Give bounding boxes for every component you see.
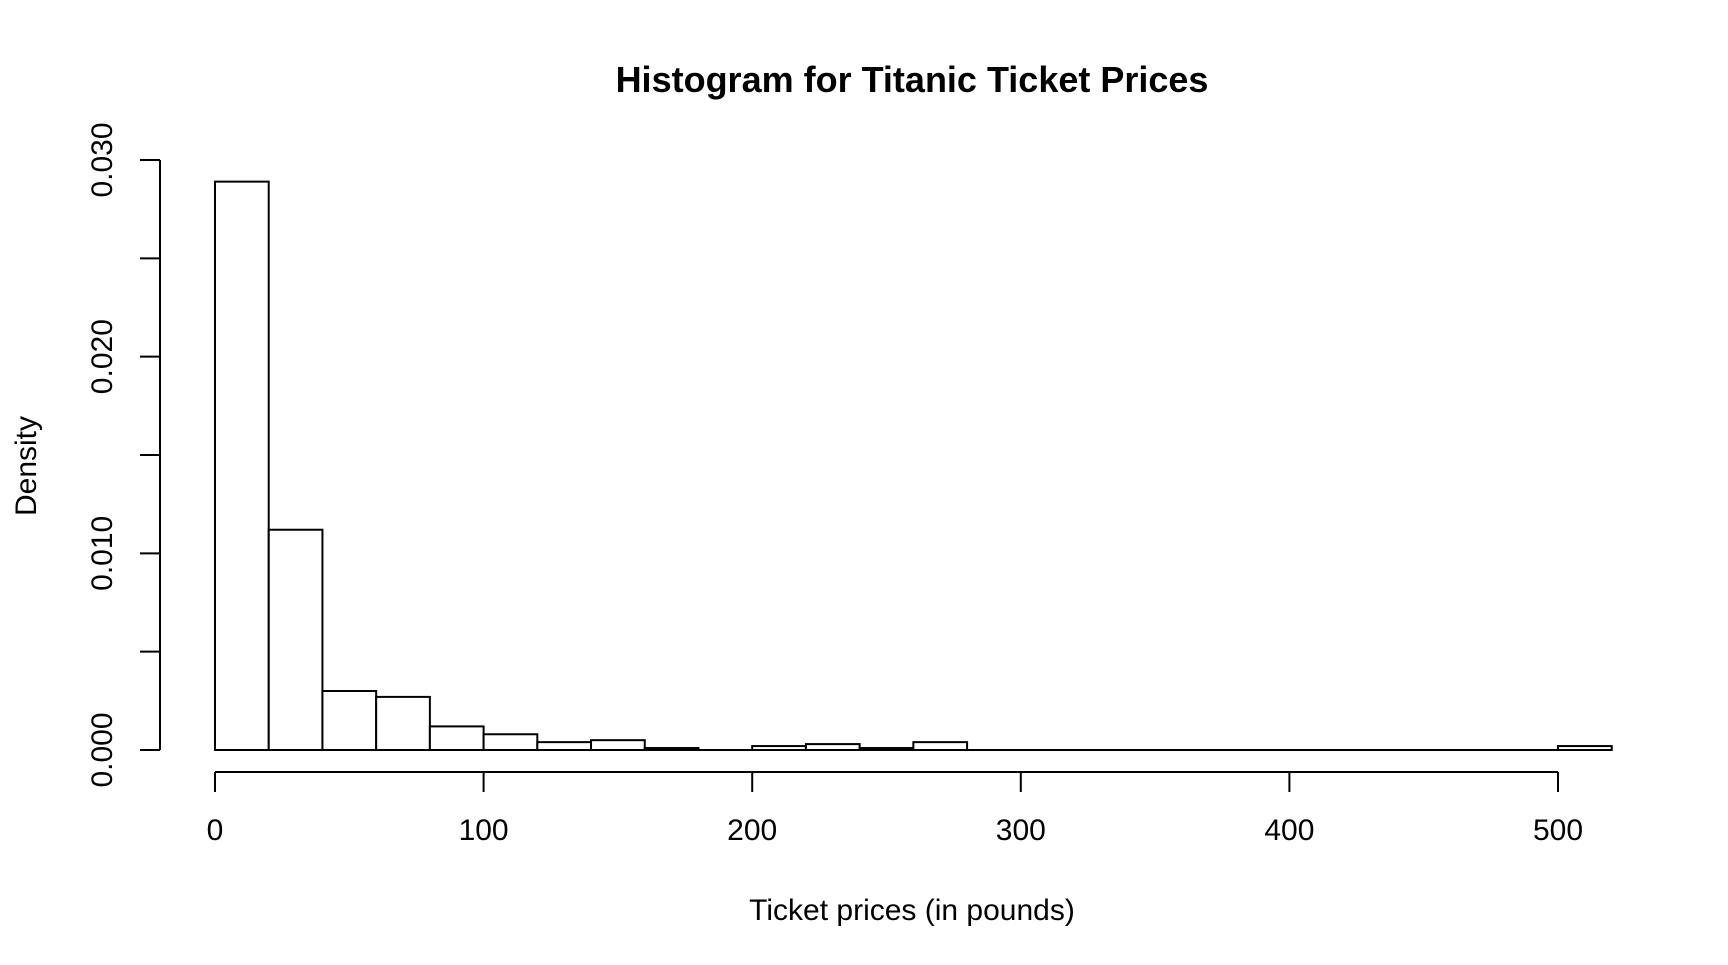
chart-title: Histogram for Titanic Ticket Prices bbox=[616, 59, 1209, 100]
histogram-bar-260-280 bbox=[913, 742, 967, 750]
y-axis-label: Density bbox=[10, 416, 43, 516]
x-tick-label-400: 400 bbox=[1264, 814, 1314, 847]
histogram-bar-160-180 bbox=[645, 748, 699, 750]
y-tick-label-0.000: 0.000 bbox=[86, 712, 119, 787]
x-tick-label-0: 0 bbox=[207, 814, 224, 847]
histogram-bar-40-60 bbox=[322, 691, 376, 750]
x-axis: 0 100 200 300 400 500 bbox=[207, 772, 1583, 847]
histogram-bar-60-80 bbox=[376, 697, 430, 750]
y-tick-label-0.010: 0.010 bbox=[86, 516, 119, 591]
histogram-bar-220-240 bbox=[806, 744, 860, 750]
histogram-bar-200-220 bbox=[752, 746, 806, 750]
bars-layer bbox=[215, 182, 1612, 750]
x-tick-label-100: 100 bbox=[459, 814, 509, 847]
x-tick-label-200: 200 bbox=[727, 814, 777, 847]
histogram-bar-80-100 bbox=[430, 726, 484, 750]
histogram-bar-100-120 bbox=[484, 734, 538, 750]
histogram-bar-240-260 bbox=[860, 748, 914, 750]
y-tick-label-0.030: 0.030 bbox=[86, 122, 119, 197]
histogram-bar-500-520 bbox=[1558, 746, 1612, 750]
x-tick-label-300: 300 bbox=[996, 814, 1046, 847]
y-axis: 0.000 0.010 0.020 0.030 bbox=[86, 122, 160, 787]
histogram-bar-140-160 bbox=[591, 740, 645, 750]
x-tick-label-500: 500 bbox=[1533, 814, 1583, 847]
histogram-bar-0-20 bbox=[215, 182, 269, 750]
y-tick-label-0.020: 0.020 bbox=[86, 319, 119, 394]
histogram-bar-20-40 bbox=[269, 530, 323, 750]
histogram-bar-120-140 bbox=[537, 742, 591, 750]
x-axis-label: Ticket prices (in pounds) bbox=[749, 894, 1075, 927]
